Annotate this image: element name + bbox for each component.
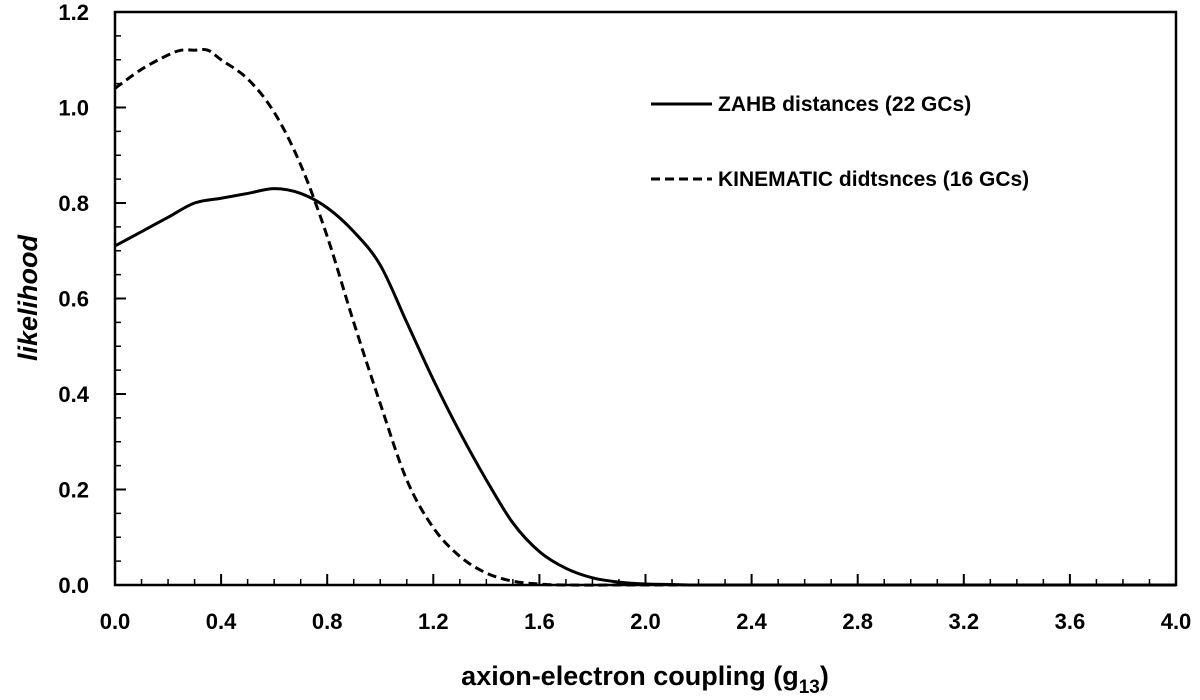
x-tick-label: 3.6: [1055, 609, 1086, 634]
y-axis-title: likelihood: [13, 234, 43, 361]
y-tick-label: 0.4: [58, 382, 89, 407]
series-line-2: [114, 48, 1176, 587]
series-layer: [114, 48, 1176, 587]
x-tick-label: 3.2: [949, 609, 980, 634]
x-tick-label: 2.8: [842, 609, 873, 634]
x-axis-title-close: ): [820, 661, 829, 691]
y-tick-label: 0.2: [58, 478, 89, 503]
legend-label-2: KINEMATIC didtsnces (16 GCs): [718, 168, 1029, 191]
x-tick-label: 1.6: [524, 609, 555, 634]
series-line-1: [114, 187, 1176, 587]
y-tick-label: 0.8: [58, 191, 89, 216]
x-tick-label: 2.4: [736, 609, 767, 634]
legend-label-1: ZAHB distances (22 GCs): [718, 93, 971, 116]
legend: ZAHB distances (22 GCs) KINEMATIC didtsnc…: [651, 93, 1029, 191]
x-tick-label: 1.2: [418, 609, 449, 634]
y-tick-label: 0.6: [58, 287, 89, 312]
x-axis-title: axion-electron coupling (g13): [461, 661, 829, 698]
tick-labels: 0.0 0.4 0.8 1.2 1.6 2.0 2.4 2.8 3.2 3.6 4.0 0.0 0.2 0…: [58, 0, 1191, 634]
axis-ticks: [114, 11, 1177, 586]
y-tick-label: 1.0: [58, 96, 89, 121]
x-tick-label: 4.0: [1161, 609, 1192, 634]
plot-area-frame: [113, 10, 1178, 587]
x-tick-label: 0.0: [100, 609, 131, 634]
y-tick-label: 0.0: [58, 573, 89, 598]
x-tick-label: 2.0: [630, 609, 661, 634]
x-tick-label: 0.8: [312, 609, 343, 634]
y-tick-label: 1.2: [58, 0, 89, 25]
x-tick-label: 0.4: [206, 609, 237, 634]
x-axis-title-subscript: 13: [799, 677, 820, 698]
